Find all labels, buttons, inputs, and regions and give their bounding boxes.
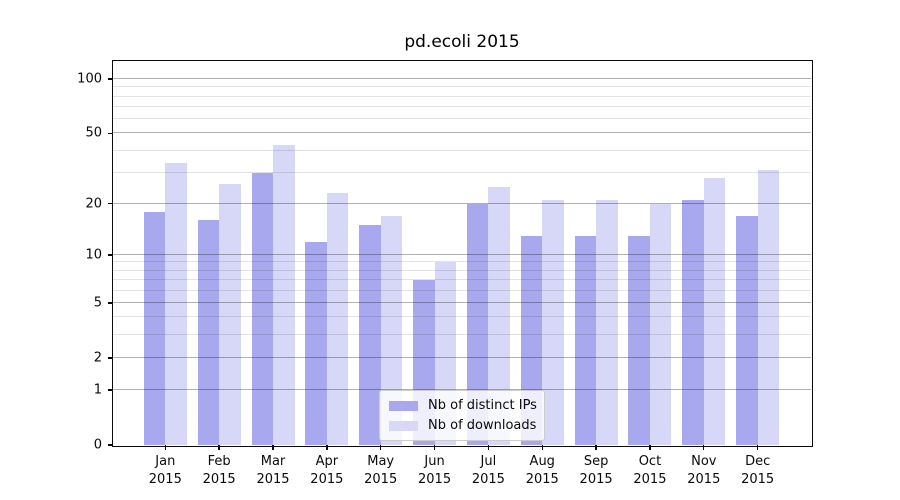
x-tick-label-jul: Jul 2015 [456,453,520,488]
x-tick-label-sep: Sep 2015 [564,453,628,488]
x-tick-label-month: Dec [745,454,771,469]
y-tick-mark-1 [108,389,113,391]
x-tick-label-month: Jan [155,454,176,469]
x-tick-mark-jan [164,445,166,450]
y-tick-mark-10 [108,254,113,256]
bar-distinct-ips-sep [574,235,597,445]
y-tick-mark-100 [108,78,113,80]
x-tick-mark-oct [649,445,651,450]
x-tick-label-year: 2015 [633,471,667,487]
x-tick-label-may: May 2015 [349,453,413,488]
bar-distinct-ips-jan [143,211,166,445]
bar-distinct-ips-apr [305,241,327,445]
y-tick-label-100: 100 [77,71,102,87]
y-tick-label-1: 1 [93,382,102,398]
x-tick-mark-feb [218,445,220,450]
x-tick-label-month: Sep [583,454,609,469]
x-tick-label-month: Oct [638,454,662,469]
y-tick-mark-20 [108,202,113,205]
y-tick-label-20: 20 [85,196,102,212]
x-tick-label-year: 2015 [418,471,452,487]
x-tick-label-month: Apr [315,454,339,469]
x-tick-mark-may [380,445,382,450]
x-tick-mark-aug [541,445,543,450]
bar-downloads-oct [649,203,672,445]
x-tick-label-aug: Aug 2015 [510,453,574,488]
x-tick-label-month: May [367,454,395,469]
bar-downloads-jan [165,163,187,445]
x-tick-mark-mar [272,445,274,450]
y-tick-label-10: 10 [85,247,102,263]
y-tick-mark-2 [108,357,113,359]
legend-row-downloads: Nb of downloads [389,418,537,433]
bar-distinct-ips-jul [466,203,489,445]
x-tick-mark-dec [756,445,759,450]
x-tick-label-month: Mar [260,454,286,469]
chart-title: pd.ecoli 2015 [404,32,520,52]
x-tick-label-oct: Oct 2015 [618,453,682,488]
x-tick-label-nov: Nov 2015 [672,453,736,488]
bar-downloads-feb [219,183,241,445]
x-tick-label-year: 2015 [148,471,182,487]
x-tick-label-year: 2015 [579,471,613,487]
x-tick-label-feb: Feb 2015 [187,453,251,488]
x-tick-mark-sep [595,445,597,450]
bar-downloads-may [380,215,403,445]
x-tick-label-month: Jul [480,454,497,469]
bar-distinct-ips-dec [736,215,758,445]
x-tick-mark-jun [433,445,436,450]
bar-downloads-nov [703,177,726,445]
x-tick-label-year: 2015 [525,471,559,487]
x-tick-label-jun: Jun 2015 [403,453,467,488]
legend-label-distinct-ips: Nb of distinct IPs [428,398,537,413]
y-tick-mark-0 [108,444,113,446]
y-tick-label-0: 0 [93,437,102,453]
x-tick-label-apr: Apr 2015 [295,453,359,488]
bar-distinct-ips-may [359,225,381,445]
x-tick-label-year: 2015 [687,471,721,487]
bar-downloads-jul [488,186,510,445]
legend-swatch-downloads [389,420,418,431]
x-tick-label-year: 2015 [202,471,236,487]
x-tick-label-year: 2015 [741,471,775,487]
bar-distinct-ips-mar [251,172,273,445]
x-tick-label-year: 2015 [256,471,290,487]
y-tick-label-2: 2 [93,350,102,366]
x-tick-label-month: Feb [207,454,231,469]
x-tick-mark-apr [326,445,328,450]
legend-layer: Nb of distinct IPs Nb of downloads [113,61,811,445]
axes-layer: 0 1 2 5 10 20 50 100 Jan 2015 Feb 2015 Mar 2015 Apr 201… [77,61,811,487]
legend-row-distinct-ips: Nb of distinct IPs [389,398,537,413]
y-tick-mark-50 [108,132,113,134]
x-tick-label-month: Jun [424,454,445,469]
x-tick-label-jan: Jan 2015 [133,453,197,488]
bar-downloads-mar [273,144,295,445]
bar-distinct-ips-oct [628,235,650,445]
x-tick-label-year: 2015 [310,471,344,487]
legend-swatch-distinct-ips [389,400,418,411]
x-tick-label-month: Nov [691,454,717,469]
x-tick-label-year: 2015 [364,471,398,487]
y-tick-label-5: 5 [93,295,102,311]
bar-downloads-sep [596,199,618,445]
x-tick-mark-nov [703,445,705,450]
bar-distinct-ips-nov [682,199,704,445]
y-tick-mark-5 [108,302,113,304]
x-tick-label-mar: Mar 2015 [241,453,305,488]
x-tick-label-dec: Dec 2015 [726,453,790,488]
legend: Nb of distinct IPs Nb of downloads [379,390,545,441]
x-tick-label-year: 2015 [471,471,505,487]
y-tick-label-50: 50 [85,125,102,141]
bar-downloads-aug [542,199,564,445]
x-tick-label-month: Aug [529,454,555,469]
x-tick-mark-jul [487,445,490,450]
plot-area: 0 1 2 5 10 20 50 100 Jan 2015 Feb 2015 Mar 2015 Apr 201… [77,59,813,487]
bar-downloads-apr [326,192,349,445]
bar-downloads-dec [757,170,780,445]
bar-distinct-ips-feb [197,220,220,445]
legend-label-downloads: Nb of downloads [428,418,537,433]
